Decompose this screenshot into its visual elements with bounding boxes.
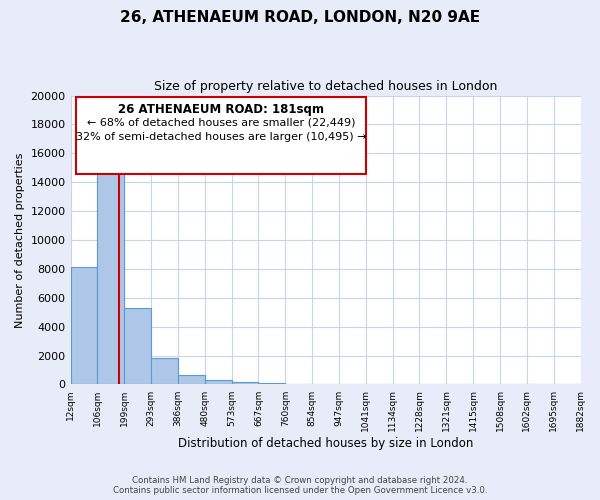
FancyBboxPatch shape [76, 97, 367, 174]
Y-axis label: Number of detached properties: Number of detached properties [15, 152, 25, 328]
Bar [259, 383, 285, 384]
Bar [205, 380, 232, 384]
Text: 26, ATHENAEUM ROAD, LONDON, N20 9AE: 26, ATHENAEUM ROAD, LONDON, N20 9AE [120, 10, 480, 25]
Bar [232, 382, 259, 384]
Text: 26 ATHENAEUM ROAD: 181sqm: 26 ATHENAEUM ROAD: 181sqm [118, 103, 324, 116]
Text: 32% of semi-detached houses are larger (10,495) →: 32% of semi-detached houses are larger (… [76, 132, 366, 141]
Bar [124, 308, 151, 384]
Text: Contains HM Land Registry data © Crown copyright and database right 2024.
Contai: Contains HM Land Registry data © Crown c… [113, 476, 487, 495]
Bar [151, 358, 178, 384]
Bar [97, 146, 124, 384]
Bar [178, 375, 205, 384]
X-axis label: Distribution of detached houses by size in London: Distribution of detached houses by size … [178, 437, 473, 450]
Bar [71, 268, 97, 384]
Text: ← 68% of detached houses are smaller (22,449): ← 68% of detached houses are smaller (22… [87, 117, 355, 127]
Title: Size of property relative to detached houses in London: Size of property relative to detached ho… [154, 80, 497, 93]
